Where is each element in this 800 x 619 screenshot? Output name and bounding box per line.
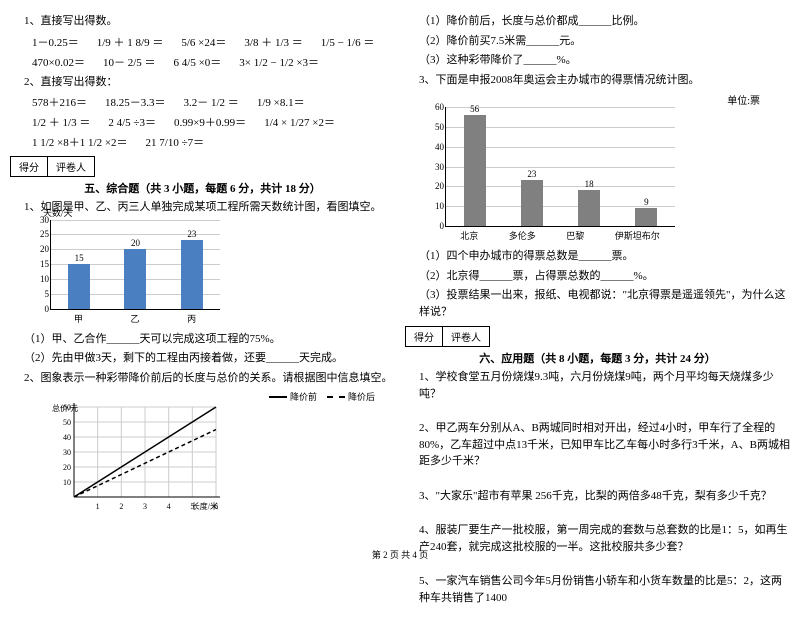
eq: 1/2 ＋ 1/3 ＝ [32,114,90,130]
eq: 1/4 × 1/27 ×2＝ [264,114,335,130]
right-column: （1）降价前后，长度与总价都成______比例。 （2）降价前买7.5米需___… [405,10,790,609]
p3-sub3: （3）投票结果一出来，报纸、电视都说："北京得票是遥遥领先"，为什么这样说？ [405,287,790,320]
legend-swatch-dashed [327,396,345,398]
legend-swatch-solid [269,396,287,398]
a1: 1、学校食堂五月份烧煤9.3吨，六月份烧煤9吨，两个月平均每天烧煤多少吨？ [405,369,790,402]
eq: 10－ 2/5 ＝ [103,54,156,70]
chart3-bar: 01020304050605623189 [445,107,675,227]
eq: 2 4/5 ÷3＝ [108,114,156,130]
chart2-wrap: 降价前 降价后 123456102030405060长度/米总价/元 [10,390,395,516]
p1-sub1: （1）甲、乙合作______天可以完成这项工程的75%。 [10,331,395,348]
chart3-xlabels: 北京多伦多巴黎伊斯坦布尔 [445,227,675,244]
p1-sub2: （2）先由甲做3天，剩下的工程由丙接着做，还要______天完成。 [10,350,395,367]
svg-text:4: 4 [167,502,171,511]
eq: 578＋216＝ [32,94,87,110]
svg-text:50: 50 [63,418,71,427]
score-cell: 评卷人 [48,156,95,177]
q2-equations: 578＋216＝ 18.25－3.3＝ 3.2－ 1/2 ＝ 1/9 ×8.1＝ [10,94,395,110]
eq: 1 1/2 ×8＋1 1/2 ×2＝ [32,134,128,150]
section-6-title: 六、应用题（共 8 小题，每题 3 分，共计 24 分） [405,350,790,366]
spacer [405,507,790,519]
q2-equations-row3: 1 1/2 ×8＋1 1/2 ×2＝ 21 7/10 ÷7＝ [10,134,395,150]
q1-title: 1、直接写出得数。 [10,13,395,30]
eq: 1－0.25＝ [32,34,79,50]
score-cell: 得分 [10,156,48,177]
chart1-wrap: 天数/天 051015202530152023 甲乙丙 [10,220,395,327]
p3-sub1: （1）四个申办城市的得票总数是______票。 [405,248,790,265]
legend-label: 降价前 [290,390,317,403]
eq: 3.2－ 1/2 ＝ [184,94,239,110]
eq: 3/8 ＋ 1/3 ＝ [244,34,302,50]
svg-text:1: 1 [96,502,100,511]
svg-text:10: 10 [63,478,71,487]
svg-text:总价/元: 总价/元 [52,403,78,413]
chart3-unit: 单位:票 [445,92,790,107]
eq: 1/9 ×8.1＝ [257,94,305,110]
chart1-bar: 天数/天 051015202530152023 [50,220,220,310]
legend-after: 降价后 [327,390,375,403]
a2: 2、甲乙两车分别从A、B两城同时相对开出，经过4小时，甲车行了全程的80%，乙车… [405,420,790,470]
p2-sub1: （1）降价前后，长度与总价都成______比例。 [405,13,790,30]
score-box: 得分 评卷人 [10,156,395,177]
svg-text:30: 30 [63,448,71,457]
svg-text:3: 3 [143,502,147,511]
svg-text:20: 20 [63,463,71,472]
chart1-xlabels: 甲乙丙 [50,310,220,327]
eq: 0.99×9＋0.99＝ [174,114,246,130]
q1-equations: 1－0.25＝ 1/9 ＋ 1 8/9 ＝ 5/6 ×24＝ 3/8 ＋ 1/3… [10,34,395,50]
eq: 3× 1/2 − 1/2 ×3＝ [239,54,319,70]
spacer [405,405,790,417]
section-5-title: 五、综合题（共 3 小题，每题 6 分，共计 18 分） [10,180,395,196]
chart3-wrap: 单位:票 01020304050605623189 北京多伦多巴黎伊斯坦布尔 [405,92,790,244]
eq: 5/6 ×24＝ [181,34,226,50]
a3: 3、"大家乐"超市有苹果 256千克，比梨的两倍多48千克，梨有多少千克？ [405,488,790,505]
eq: 6 4/5 ×0＝ [174,54,222,70]
eq: 1/9 ＋ 1 8/9 ＝ [97,34,164,50]
chart2-legend: 降价前 降价后 [50,390,395,403]
a5: 5、一家汽车销售公司今年5月份销售小轿车和小货车数量的比是5：2，这两种车共销售… [405,573,790,606]
left-column: 1、直接写出得数。 1－0.25＝ 1/9 ＋ 1 8/9 ＝ 5/6 ×24＝… [10,10,395,609]
eq: 470×0.02＝ [32,54,85,70]
page-footer: 第 2 页 共 4 页 [0,548,800,561]
p2-sub3: （3）这种彩带降价了______%。 [405,52,790,69]
p3-text: 3、下面是申报2008年奥运会主办城市的得票情况统计图。 [405,72,790,89]
p3-sub2: （2）北京得______票，占得票总数的______%。 [405,268,790,285]
score-cell: 得分 [405,326,443,347]
p2-sub2: （2）降价前买7.5米需______元。 [405,33,790,50]
p2-text: 2、图象表示一种彩带降价前后的长度与总价的关系。请根据图中信息填空。 [10,370,395,387]
q2-equations-row2: 1/2 ＋ 1/3 ＝ 2 4/5 ÷3＝ 0.99×9＋0.99＝ 1/4 ×… [10,114,395,130]
svg-text:长度/米: 长度/米 [192,501,218,511]
chart2-line: 123456102030405060长度/米总价/元 [50,403,220,513]
svg-text:2: 2 [119,502,123,511]
score-cell: 评卷人 [443,326,490,347]
eq: 18.25－3.3＝ [105,94,166,110]
q1-equations-row2: 470×0.02＝ 10－ 2/5 ＝ 6 4/5 ×0＝ 3× 1/2 − 1… [10,54,395,70]
eq: 1/5 − 1/6 ＝ [321,34,375,50]
svg-text:40: 40 [63,433,71,442]
page: 1、直接写出得数。 1－0.25＝ 1/9 ＋ 1 8/9 ＝ 5/6 ×24＝… [0,0,800,619]
eq: 21 7/10 ÷7＝ [146,134,205,150]
spacer [405,473,790,485]
score-box: 得分 评卷人 [405,326,790,347]
legend-before: 降价前 [269,390,317,403]
q2-title: 2、直接写出得数： [10,74,395,91]
legend-label: 降价后 [348,390,375,403]
